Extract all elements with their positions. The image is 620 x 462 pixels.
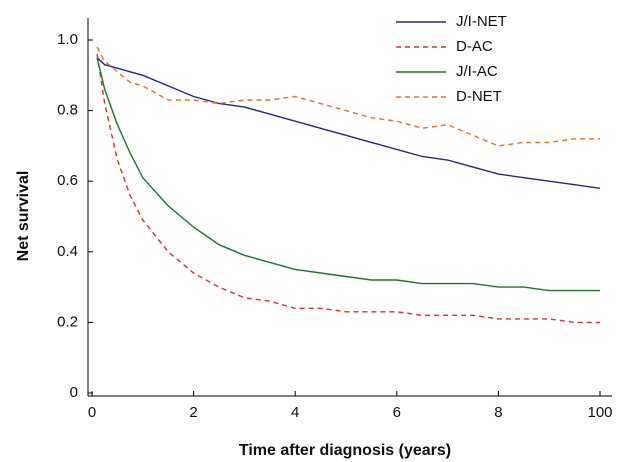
series-line <box>96 46 600 147</box>
y-tick-label: 0.8 <box>57 102 78 119</box>
y-axis-label: Net survival <box>15 171 32 262</box>
series-line <box>96 57 600 292</box>
y-tick-label: 0.4 <box>57 243 78 260</box>
x-tick-label: 2 <box>189 404 197 421</box>
y-tick-label: 0 <box>70 384 78 401</box>
series-line <box>96 57 601 189</box>
legend-label: D-NET <box>456 88 502 105</box>
x-axis-label: Time after diagnosis (years) <box>239 442 451 459</box>
x-tick-label: 0 <box>88 404 96 421</box>
y-tick-label: 0.6 <box>57 172 78 189</box>
y-tick-label: 1.0 <box>57 31 78 48</box>
x-tick-label: 6 <box>393 404 401 421</box>
x-tick-label: 4 <box>291 404 299 421</box>
legend-label: J/I-NET <box>456 13 507 30</box>
series-line <box>96 53 600 324</box>
legend-label: D-AC <box>456 38 493 55</box>
y-tick-label: 0.2 <box>57 313 78 330</box>
legend-label: J/I-AC <box>456 63 498 80</box>
x-tick-label: 8 <box>494 404 502 421</box>
x-tick-label: 100 <box>587 404 612 421</box>
